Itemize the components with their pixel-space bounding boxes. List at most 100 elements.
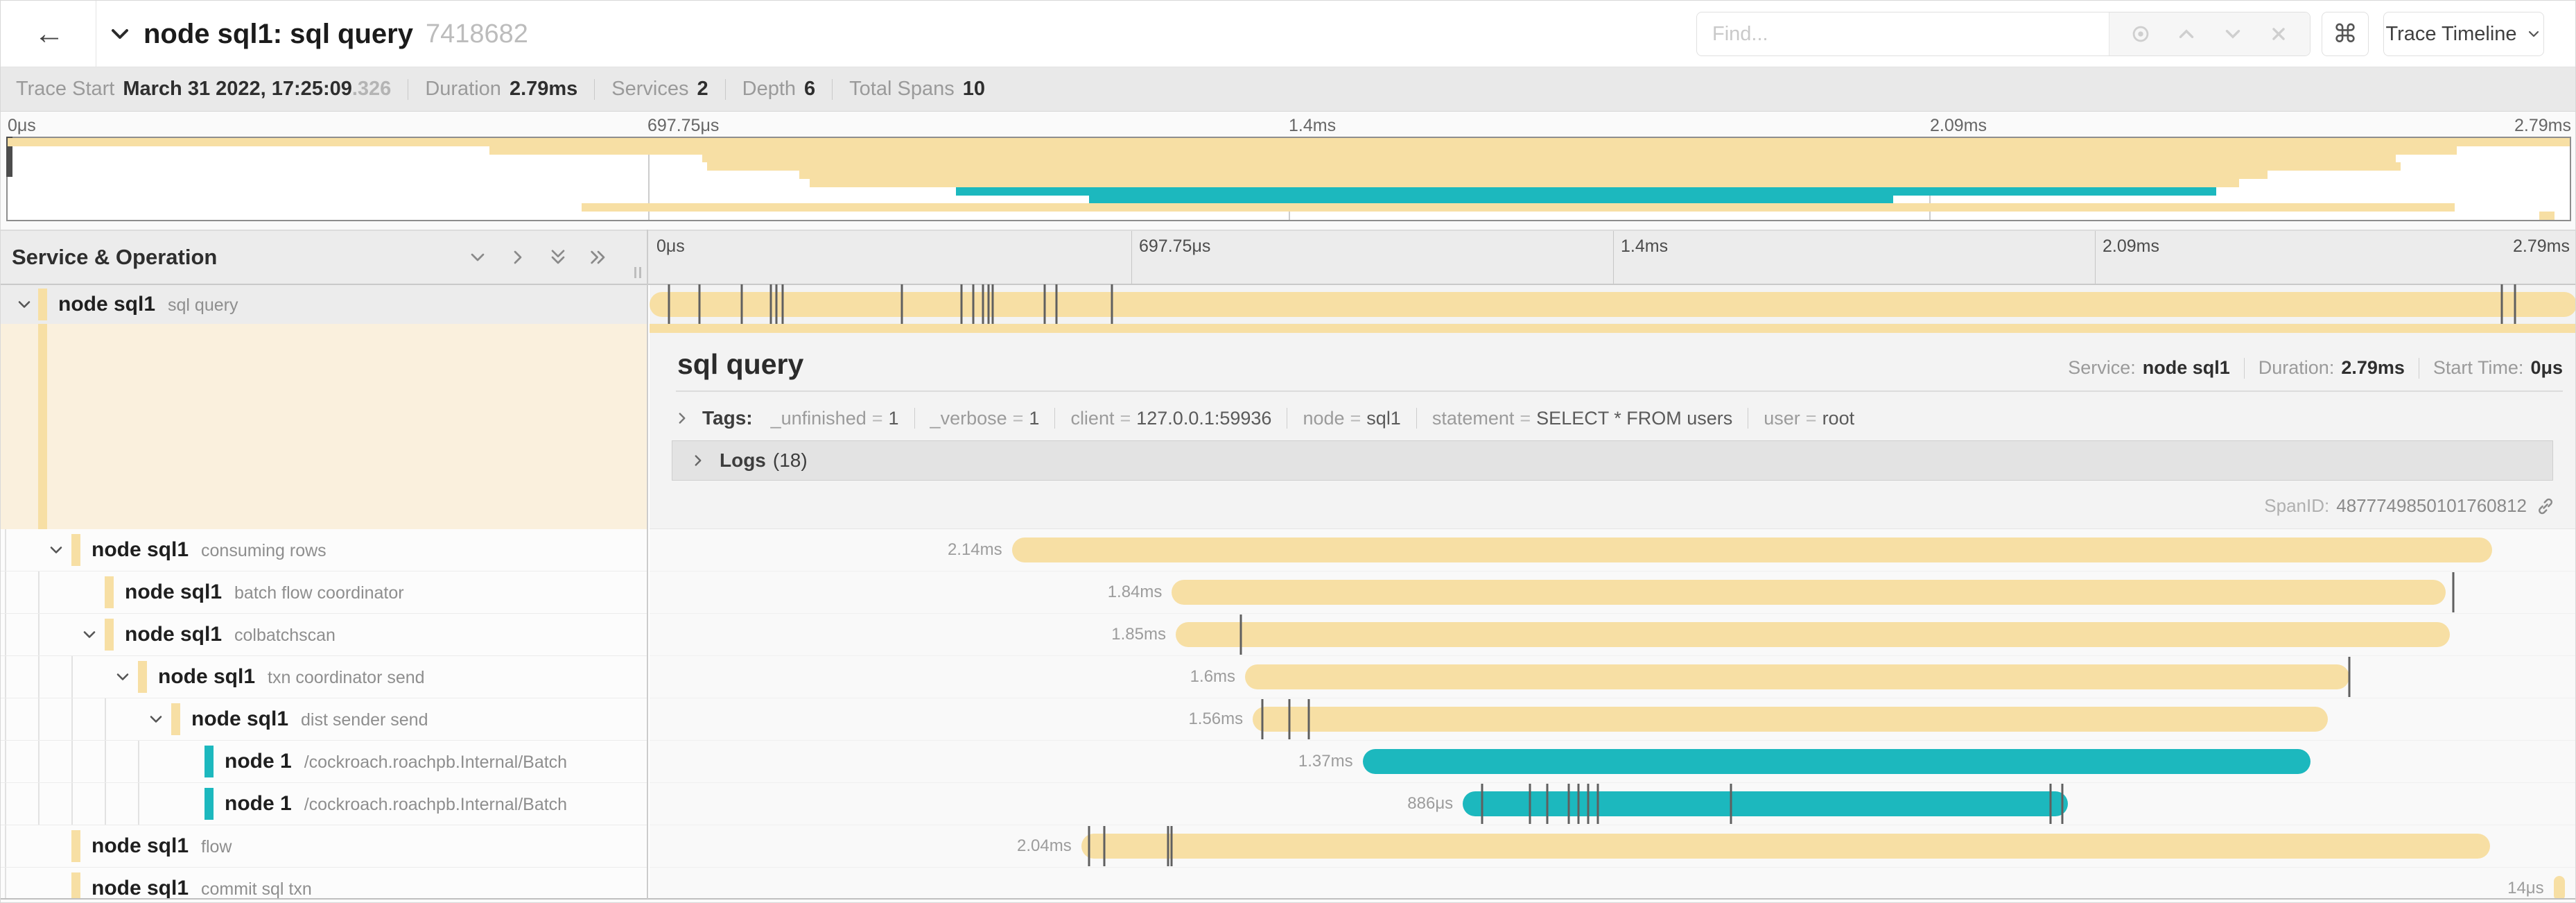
log-marker bbox=[960, 284, 963, 325]
span-label: node sql1 commit sql txn bbox=[71, 872, 312, 899]
expand-all-icon[interactable] bbox=[587, 246, 609, 268]
span-duration-label: 886μs bbox=[1407, 794, 1454, 813]
keyboard-shortcuts-button[interactable]: ⌘ bbox=[2322, 12, 2369, 56]
find-controls bbox=[2109, 12, 2310, 55]
span-row[interactable]: node sql1 batch flow coordinator bbox=[1, 571, 647, 614]
chevron-down-icon[interactable] bbox=[113, 667, 132, 687]
chevron-down-icon[interactable] bbox=[106, 20, 134, 48]
find-input[interactable] bbox=[1697, 12, 2109, 55]
log-marker bbox=[1170, 826, 1173, 866]
log-marker bbox=[2061, 784, 2064, 824]
collapse-one-icon[interactable] bbox=[467, 246, 489, 268]
span-row-sql-query[interactable]: node sql1 sql query bbox=[1, 285, 647, 324]
link-icon[interactable] bbox=[2535, 496, 2556, 517]
log-marker bbox=[698, 284, 701, 325]
start-time-value: 0μs bbox=[2530, 357, 2563, 378]
span-operation: sql query bbox=[168, 295, 238, 315]
tags-accordion[interactable]: Tags: _unfinished = 1 _verbose = 1 client = 12… bbox=[672, 403, 2563, 440]
locate-icon[interactable] bbox=[2129, 22, 2152, 46]
tag-key: client bbox=[1070, 407, 1115, 429]
trace-title-group[interactable]: node sql1: sql query 7418682 bbox=[106, 1, 528, 67]
minimap-span-bar bbox=[799, 171, 2268, 179]
span-bar[interactable] bbox=[1362, 749, 2311, 774]
span-row[interactable]: node sql1 consuming rows bbox=[1, 529, 647, 571]
span-bar[interactable] bbox=[2553, 876, 2566, 899]
tag-separator bbox=[1416, 408, 1417, 429]
span-bar[interactable] bbox=[1463, 791, 2069, 816]
span-bar-row: 2.14ms bbox=[650, 529, 2575, 571]
span-row[interactable]: node sql1 flow bbox=[1, 825, 647, 868]
span-row[interactable]: node 1 /cockroach.roachpb.Internal/Batch bbox=[1, 741, 647, 783]
minimap-canvas[interactable] bbox=[6, 137, 2571, 221]
back-button[interactable]: ← bbox=[16, 1, 82, 67]
span-operation: /cockroach.roachpb.Internal/Batch bbox=[304, 795, 568, 814]
log-marker bbox=[1055, 284, 1058, 325]
prev-match-icon[interactable] bbox=[2175, 22, 2198, 46]
chevron-right-icon bbox=[679, 413, 686, 424]
span-row[interactable]: node sql1 txn coordinator send bbox=[1, 656, 647, 698]
span-row[interactable]: node 1 /cockroach.roachpb.Internal/Batch bbox=[1, 783, 647, 825]
clear-find-icon[interactable] bbox=[2267, 22, 2290, 46]
log-marker bbox=[1567, 784, 1570, 824]
span-bar[interactable] bbox=[1245, 664, 2349, 689]
service-operation-title: Service & Operation bbox=[12, 245, 218, 269]
expand-one-icon[interactable] bbox=[507, 246, 529, 268]
chevron-down-icon[interactable] bbox=[80, 625, 99, 644]
span-row[interactable]: node sql1 colbatchscan bbox=[1, 614, 647, 656]
splitter-grip[interactable] bbox=[634, 267, 641, 278]
tags-title: Tags: bbox=[702, 407, 753, 429]
ruler-tick: 697.75μs bbox=[647, 116, 720, 135]
log-marker bbox=[1307, 699, 1310, 739]
log-marker bbox=[1546, 784, 1549, 824]
log-marker bbox=[1239, 614, 1242, 655]
duration-label: Duration bbox=[425, 78, 501, 100]
span-bar[interactable] bbox=[1011, 538, 2492, 562]
log-marker bbox=[900, 284, 903, 325]
minimap-span-bar bbox=[809, 179, 2240, 187]
span-label: node sql1 batch flow coordinator bbox=[105, 576, 404, 608]
indent-guides bbox=[5, 656, 105, 698]
minimap-scrubber-handle[interactable] bbox=[6, 137, 12, 177]
span-bar[interactable] bbox=[1253, 707, 2329, 732]
trace-info-bar: Trace Start March 31 2022, 17:25:09 .326… bbox=[1, 67, 2575, 112]
chevron-down-icon[interactable] bbox=[46, 540, 66, 560]
log-marker bbox=[2452, 572, 2455, 612]
log-marker bbox=[1088, 826, 1090, 866]
chevron-down-icon[interactable] bbox=[15, 295, 34, 314]
span-bar[interactable] bbox=[1172, 580, 2446, 605]
log-marker bbox=[740, 284, 743, 325]
next-match-icon[interactable] bbox=[2221, 22, 2245, 46]
tag-item: client = 127.0.0.1:59936 bbox=[1070, 408, 1271, 429]
log-marker bbox=[1481, 784, 1483, 824]
span-label: node sql1 colbatchscan bbox=[105, 619, 336, 651]
indent-guides bbox=[5, 825, 38, 867]
logs-accordion[interactable]: Logs (18) bbox=[672, 440, 2553, 481]
tag-key: _verbose bbox=[930, 407, 1007, 429]
tag-value: root bbox=[1822, 407, 1855, 429]
span-service: node sql1 bbox=[125, 623, 223, 646]
ruler-tick: 1.4ms bbox=[1613, 231, 2095, 284]
tag-eq: = bbox=[1805, 407, 1817, 429]
span-row[interactable]: node sql1 commit sql txn bbox=[1, 868, 647, 899]
indent-guides bbox=[5, 783, 171, 825]
duration-label: Duration: bbox=[2258, 357, 2335, 378]
log-marker bbox=[972, 284, 975, 325]
log-marker bbox=[2514, 284, 2516, 325]
tag-value: sql1 bbox=[1366, 407, 1401, 429]
ruler-tick: 697.75μs bbox=[1131, 231, 1613, 284]
span-label: node sql1 flow bbox=[71, 830, 232, 862]
minimap-ruler: 0μs 697.75μs 1.4ms 2.09ms 2.79ms bbox=[6, 116, 2571, 135]
span-bar[interactable] bbox=[650, 291, 2575, 317]
span-bar[interactable] bbox=[1175, 622, 2450, 647]
span-bar[interactable] bbox=[1081, 834, 2490, 859]
logs-title: Logs bbox=[720, 449, 766, 471]
panel-splitter[interactable] bbox=[647, 230, 648, 899]
chevron-down-icon[interactable] bbox=[146, 710, 166, 729]
collapse-all-icon[interactable] bbox=[547, 246, 569, 268]
depth-item: Depth 6 bbox=[742, 78, 816, 101]
total-spans-value: 10 bbox=[962, 78, 985, 100]
span-operation: consuming rows bbox=[201, 541, 327, 560]
span-row[interactable]: node sql1 dist sender send bbox=[1, 698, 647, 741]
trace-timeline-dropdown[interactable]: Trace Timeline bbox=[2383, 12, 2544, 56]
